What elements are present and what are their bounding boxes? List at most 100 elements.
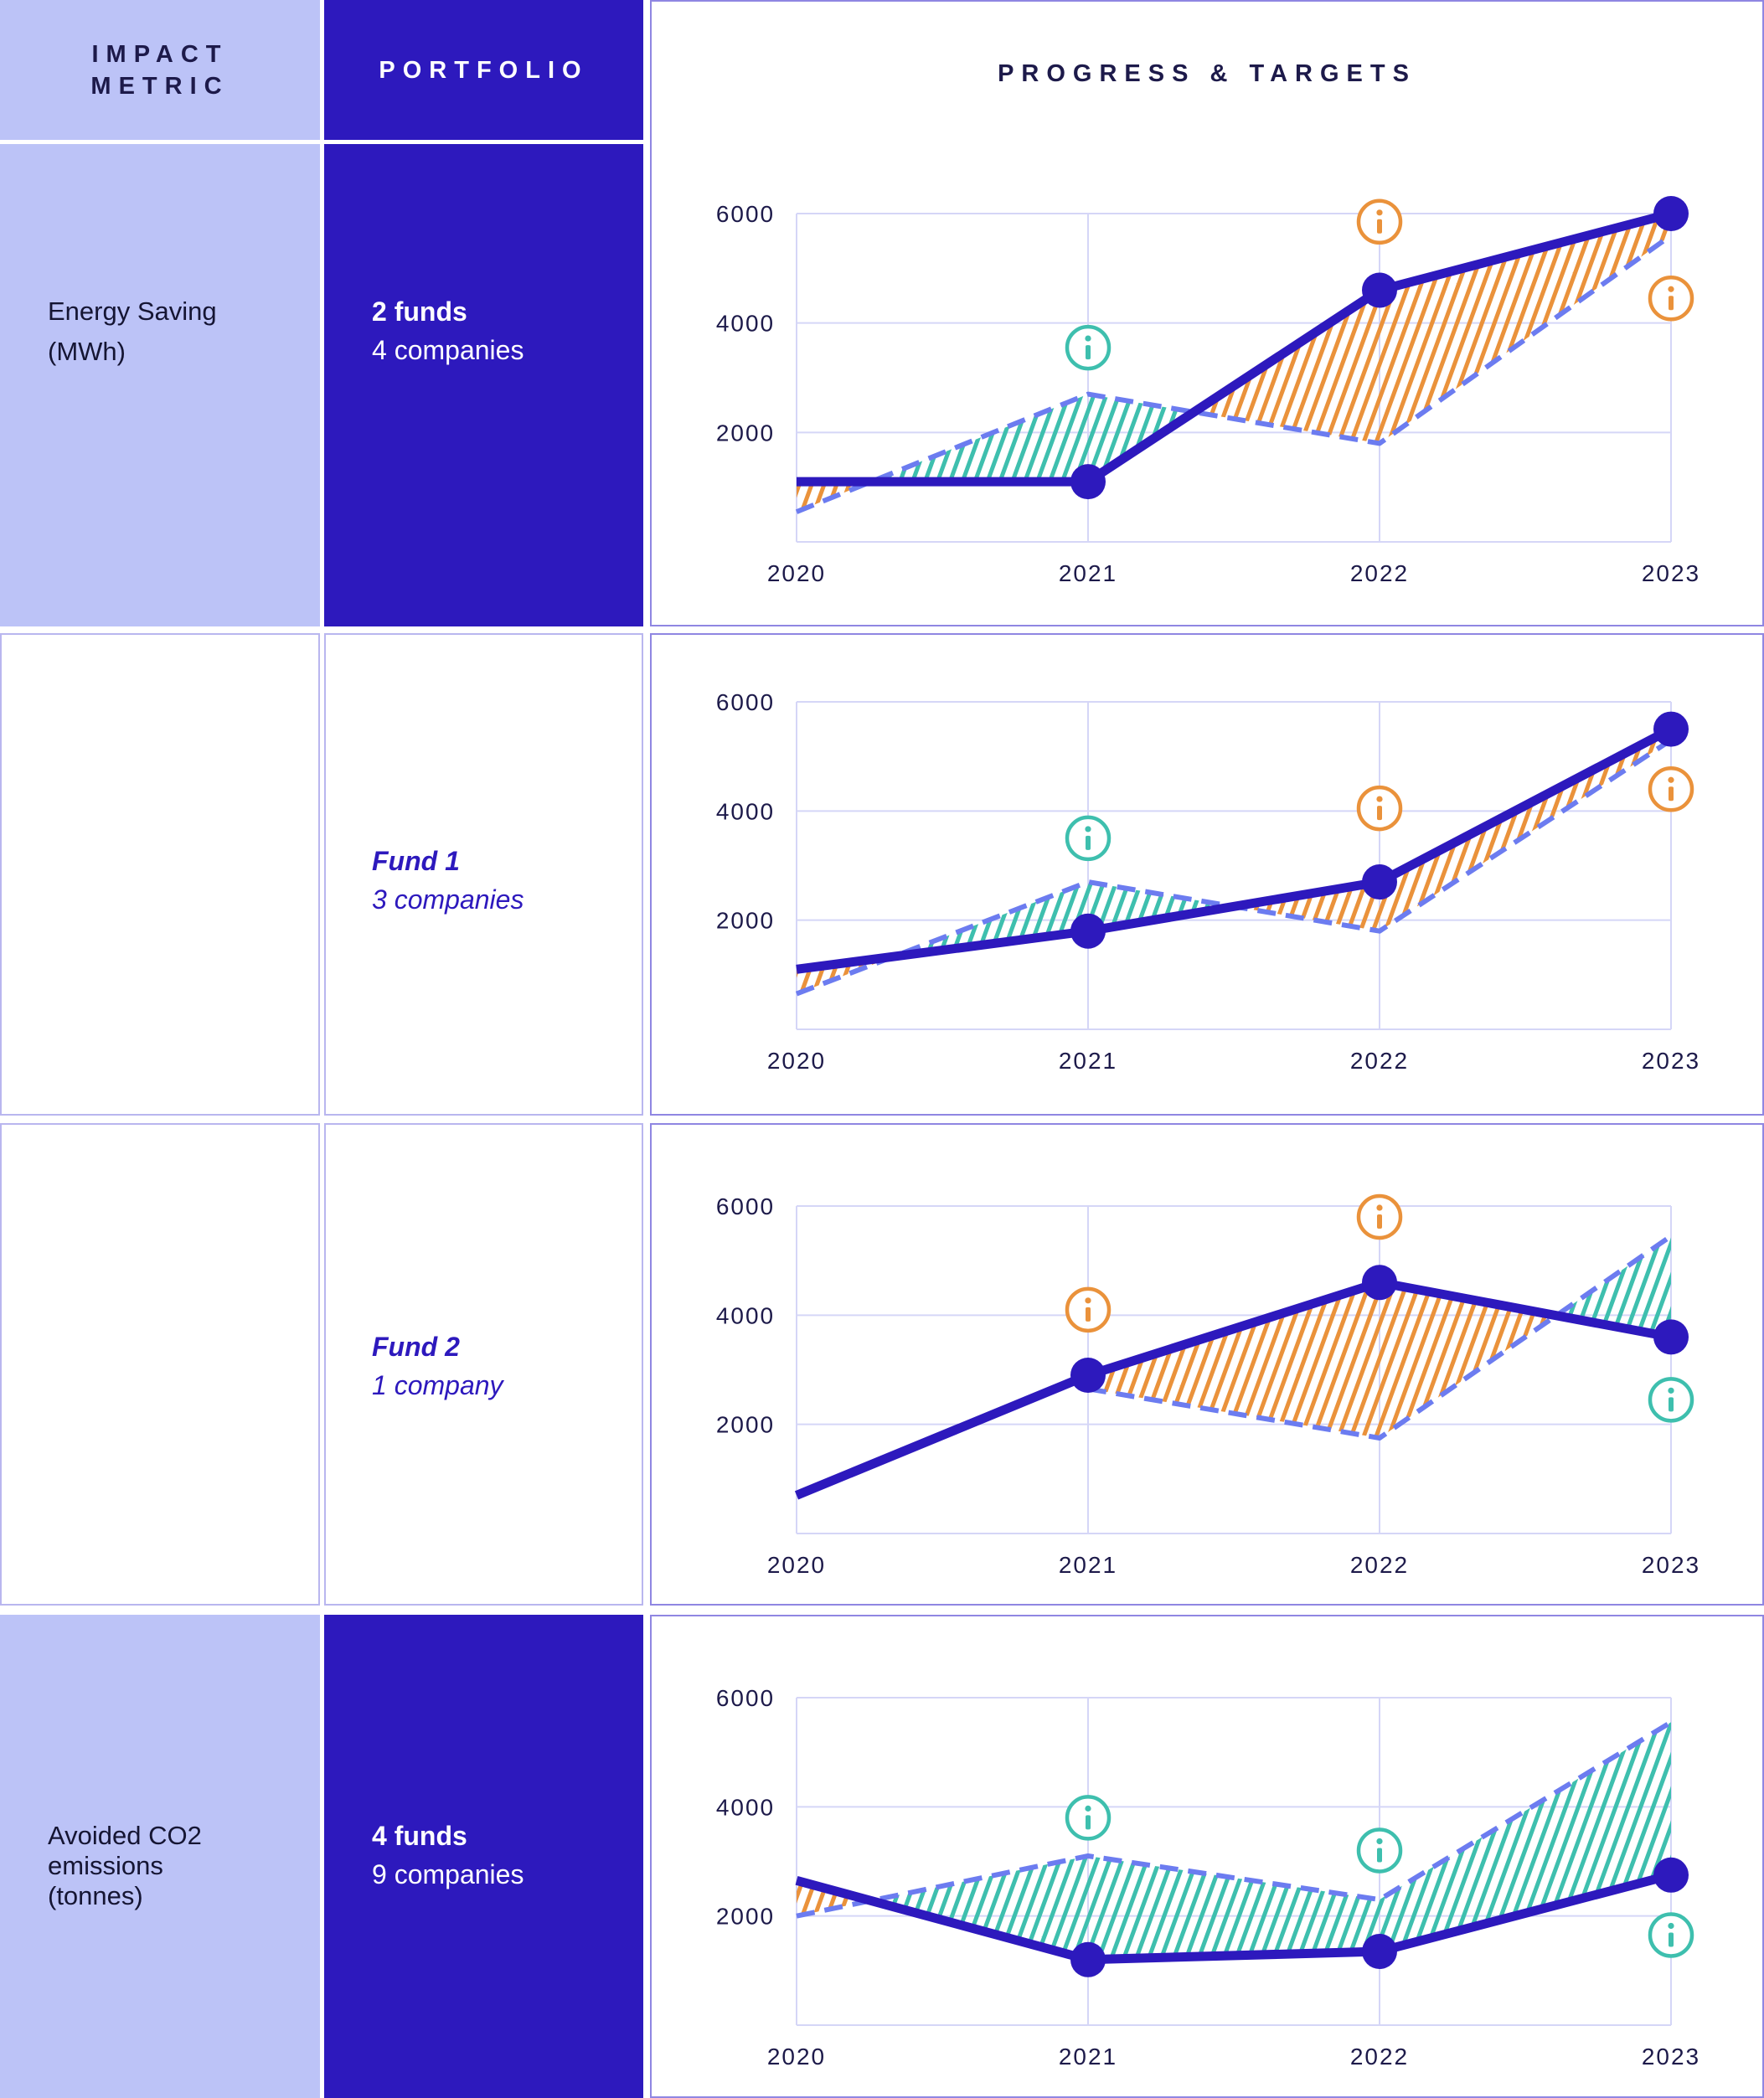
target-line bbox=[796, 1719, 1673, 1919]
chart-2: 2000 4000 6000 2020 2021 2022 2023 bbox=[716, 689, 1700, 1074]
metric-label-avoided-co2: Avoided CO2 emissions (tonnes) bbox=[48, 1821, 202, 1911]
info-icon-dot bbox=[1085, 1297, 1091, 1304]
y-tick-label: 2000 bbox=[716, 420, 775, 446]
portfolio-cell-energy-saving bbox=[324, 144, 643, 626]
actual-line bbox=[795, 1870, 1673, 1965]
chart-3: 2000 4000 6000 2020 2021 2022 2023 bbox=[716, 1193, 1700, 1578]
metric-name: Energy Saving bbox=[48, 296, 217, 326]
ahead-of-target-fill bbox=[1380, 214, 1671, 444]
metric-name-line1: Avoided CO2 bbox=[48, 1821, 202, 1850]
info-icon bbox=[1356, 1827, 1403, 1874]
info-icon bbox=[1065, 324, 1112, 371]
info-icon-stem bbox=[1086, 345, 1091, 360]
behind-target-fill bbox=[1088, 882, 1234, 931]
ahead-of-target-fill bbox=[1234, 882, 1380, 931]
y-tick-label: 6000 bbox=[716, 201, 775, 227]
actual-point bbox=[1362, 1265, 1397, 1301]
actual-point bbox=[1070, 1941, 1106, 1977]
x-tick-label: 2022 bbox=[1350, 2044, 1409, 2070]
x-tick-label: 2023 bbox=[1642, 1048, 1700, 1074]
y-tick-label: 4000 bbox=[716, 1794, 775, 1820]
info-icon-dot bbox=[1668, 776, 1674, 783]
x-tick-label: 2021 bbox=[1059, 2044, 1117, 2070]
actual-point bbox=[1070, 464, 1106, 500]
info-icon-stem bbox=[1669, 296, 1674, 311]
x-tick-label: 2022 bbox=[1350, 1552, 1409, 1578]
chart-4: 2000 4000 6000 2020 2021 2022 2023 bbox=[716, 1685, 1700, 2070]
info-icon-dot bbox=[1085, 335, 1091, 342]
info-icon bbox=[1356, 785, 1403, 832]
info-icon-stem bbox=[1377, 806, 1382, 821]
info-icon bbox=[1648, 1377, 1694, 1423]
actual-line bbox=[796, 724, 1674, 974]
y-tick-label: 4000 bbox=[716, 798, 775, 824]
metric-cell-empty-1 bbox=[0, 633, 320, 1116]
behind-target-fill bbox=[1088, 1856, 1380, 1960]
info-icon-stem bbox=[1377, 1848, 1382, 1863]
y-tick-label: 4000 bbox=[716, 1302, 775, 1328]
gap-fills bbox=[797, 1722, 1671, 1960]
actual-point bbox=[1653, 1857, 1689, 1893]
portfolio-funds: 4 funds bbox=[372, 1821, 467, 1851]
portfolio-header: PORTFOLIO bbox=[324, 0, 643, 140]
info-icon-stem bbox=[1377, 1214, 1382, 1229]
y-tick-label: 2000 bbox=[716, 1904, 775, 1930]
x-tick-label: 2022 bbox=[1350, 560, 1409, 586]
metric-cell-avoided-co2 bbox=[0, 1615, 320, 2098]
info-icon-dot bbox=[1376, 796, 1383, 802]
info-icon bbox=[1356, 1193, 1403, 1240]
progress-targets-title: PROGRESS & TARGETS bbox=[998, 60, 1416, 87]
gridlines bbox=[796, 701, 1672, 1030]
info-icon-dot bbox=[1668, 286, 1674, 292]
ahead-of-target-fill bbox=[797, 956, 894, 994]
info-icon-stem bbox=[1086, 1307, 1091, 1322]
x-tick-label: 2021 bbox=[1059, 1048, 1117, 1074]
info-icon bbox=[1065, 1795, 1112, 1841]
metric-unit: (MWh) bbox=[48, 337, 126, 366]
info-icon-dot bbox=[1376, 1204, 1383, 1211]
impact-metric-header: IMPACT METRIC bbox=[0, 0, 320, 140]
info-icon-stem bbox=[1086, 1815, 1091, 1830]
info-icon-stem bbox=[1669, 1932, 1674, 1947]
portfolio-cell-fund-2 bbox=[324, 1123, 643, 1606]
impact-metric-header-line2: METRIC bbox=[90, 72, 230, 100]
portfolio-label-fund-2: Fund 2 1 company bbox=[372, 1327, 503, 1405]
info-icon-dot bbox=[1376, 1838, 1383, 1845]
info-icon bbox=[1648, 1912, 1694, 1958]
portfolio-cell-fund-1 bbox=[324, 633, 643, 1116]
portfolio-label-all-co2: 4 funds 9 companies bbox=[372, 1817, 524, 1894]
metric-cell-empty-2 bbox=[0, 1123, 320, 1606]
behind-target-fill bbox=[871, 394, 1088, 482]
x-tick-label: 2022 bbox=[1350, 1048, 1409, 1074]
info-icon-dot bbox=[1668, 1387, 1674, 1394]
portfolio-label-fund-1: Fund 1 3 companies bbox=[372, 842, 524, 919]
info-icon-stem bbox=[1377, 219, 1382, 234]
info-icon bbox=[1065, 1286, 1112, 1333]
y-tick-label: 6000 bbox=[716, 689, 775, 715]
info-icon-dot bbox=[1085, 826, 1091, 832]
target-line bbox=[1087, 1234, 1673, 1441]
metric-name-line2: emissions bbox=[48, 1851, 163, 1880]
info-icon-stem bbox=[1669, 1397, 1674, 1412]
actual-point bbox=[1653, 196, 1689, 231]
info-icon-stem bbox=[1669, 786, 1674, 802]
impact-metric-header-line1: IMPACT bbox=[91, 40, 229, 68]
x-tick-label: 2023 bbox=[1642, 2044, 1700, 2070]
x-tick-label: 2023 bbox=[1642, 1552, 1700, 1578]
x-tick-label: 2020 bbox=[767, 1048, 826, 1074]
progress-targets-header bbox=[650, 0, 1764, 626]
actual-point bbox=[1362, 864, 1397, 900]
target-line bbox=[795, 233, 1673, 514]
actual-point bbox=[1070, 1358, 1106, 1394]
x-tick-label: 2020 bbox=[767, 560, 826, 586]
y-tick-label: 6000 bbox=[716, 1685, 775, 1711]
actual-point bbox=[1653, 711, 1689, 747]
fund-name: Fund 1 bbox=[372, 846, 460, 876]
gap-fills bbox=[797, 214, 1671, 513]
chart-box-2 bbox=[650, 633, 1764, 1116]
actual-point bbox=[1070, 913, 1106, 949]
metric-cell-energy-saving bbox=[0, 144, 320, 626]
info-icon bbox=[1648, 766, 1694, 812]
y-tick-label: 4000 bbox=[716, 311, 775, 337]
